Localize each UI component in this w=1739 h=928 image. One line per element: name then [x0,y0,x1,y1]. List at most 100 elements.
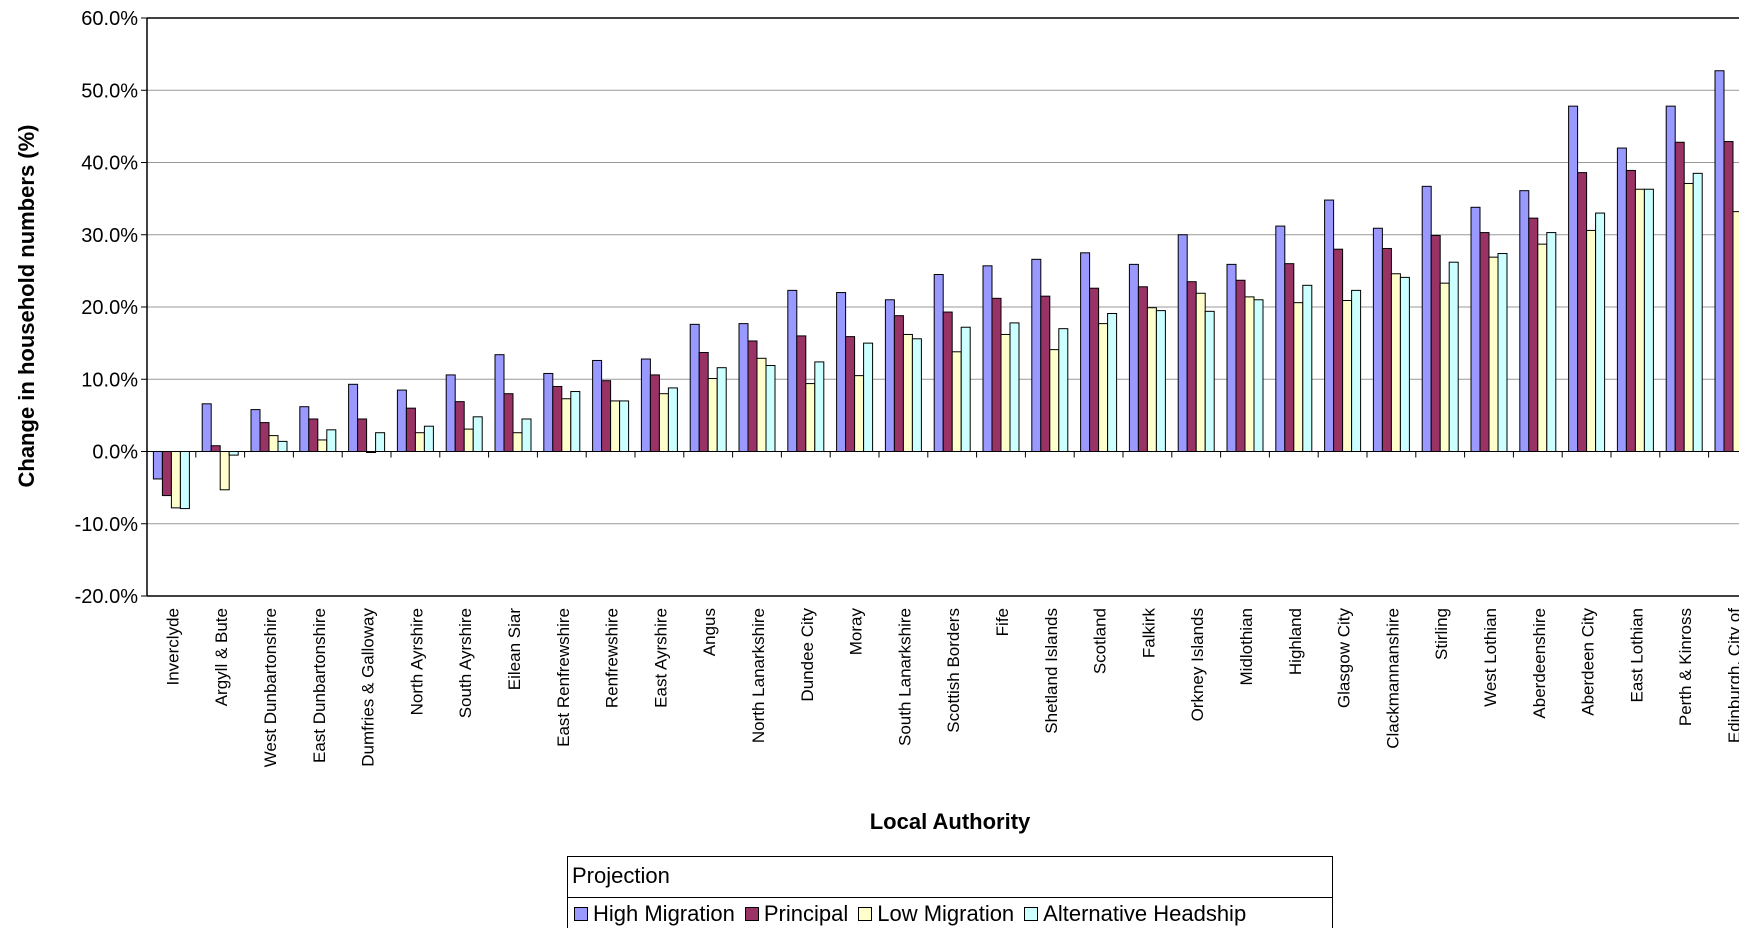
bar [1089,287,1100,452]
axes [141,17,1739,597]
y-tick-label: 10.0% [81,369,138,391]
bar [1448,261,1459,452]
y-tick-label: 0.0% [92,442,138,464]
bar [1244,296,1255,453]
bar [375,432,386,452]
x-tick-label: Falkirk [1139,608,1158,659]
legend-item: High Migration [574,901,735,927]
bar [561,398,572,453]
x-tick-label: South Lanarkshire [895,608,914,746]
x-tick-label: Perth & Kinross [1676,608,1695,726]
x-tick-label: Moray [847,608,866,656]
bar [863,342,874,452]
x-tick-label: Inverclyde [163,608,182,685]
bar [1497,253,1508,452]
bar [756,357,767,452]
x-tick-label: Midlothian [1237,608,1256,686]
bar [1577,172,1588,453]
bar [1324,199,1335,452]
bar [503,393,514,453]
bar [1723,141,1734,453]
bar [1421,185,1432,452]
bar [1546,232,1557,452]
bar [570,391,581,452]
bar [951,351,962,453]
bar [902,333,913,452]
bar [884,299,895,452]
bar [317,439,328,453]
bar [1568,105,1579,453]
bar [1177,234,1188,452]
bars [152,70,1739,510]
x-tick-label: Clackmannanshire [1383,608,1402,749]
bar [1595,212,1606,452]
x-tick-label: West Dunbartonshire [261,608,280,767]
bar [1302,284,1313,453]
bar [747,340,758,452]
bar [1488,256,1499,452]
y-tick-label: 20.0% [81,297,138,319]
x-tick-label: Scotland [1091,608,1110,674]
bar [1616,147,1627,453]
tick-labels: -20.0% -10.0% 0.0% 10.0% 20.0% 30.0% 40.0% 50.0… [75,8,1739,767]
x-tick-label: Stirling [1432,608,1451,660]
bar [463,428,474,453]
bar [1040,295,1051,452]
bar [667,387,678,453]
legend-swatch [1024,907,1039,921]
x-tick-label: Scottish Borders [944,608,963,733]
bar [1284,263,1295,452]
bar [1235,279,1246,452]
bar [707,378,718,452]
bar [445,374,456,453]
bar [454,401,465,452]
x-tick-label: Renfrewshire [603,608,622,708]
bar [836,292,847,452]
bar [1470,206,1481,452]
bar [1333,248,1344,452]
bar [552,385,563,453]
legend-label: Alternative Headship [1043,901,1247,926]
bar [326,429,337,453]
bar [982,265,993,452]
y-tick-label: -10.0% [75,514,139,536]
x-tick-label: West Lothian [1481,608,1500,707]
bar [1692,172,1703,452]
x-tick-label: Edinburgh, City of [1725,608,1739,743]
bar [1293,302,1304,453]
bar [1665,105,1676,453]
bar [1439,282,1450,452]
y-tick-label: 30.0% [81,225,138,247]
bar [1625,169,1636,452]
bar [1146,307,1157,452]
bar [396,389,407,452]
bar [658,393,669,453]
bar [1049,349,1060,452]
bar [152,451,163,480]
bar [893,315,904,453]
bar [1031,258,1042,452]
bar [1155,310,1166,452]
bar [933,273,944,452]
y-tick-label: 40.0% [81,153,138,175]
x-tick-label: South Ayrshire [456,608,475,718]
bar [1732,211,1739,452]
legend-item: Principal [744,901,848,927]
x-tick-label: Highland [1286,608,1305,675]
bar [716,367,727,452]
bar [277,440,288,453]
bar [814,361,825,452]
x-tick-label: Aberdeen City [1579,608,1598,716]
x-tick-label: East Dunbartonshire [310,608,329,763]
bar [640,358,651,452]
bar [619,400,630,452]
bar [601,380,612,453]
bar [1275,225,1286,452]
bar [512,432,523,452]
bar [219,451,230,491]
bar [1372,227,1383,452]
legend-swatch [858,907,873,921]
bar [1519,190,1530,453]
